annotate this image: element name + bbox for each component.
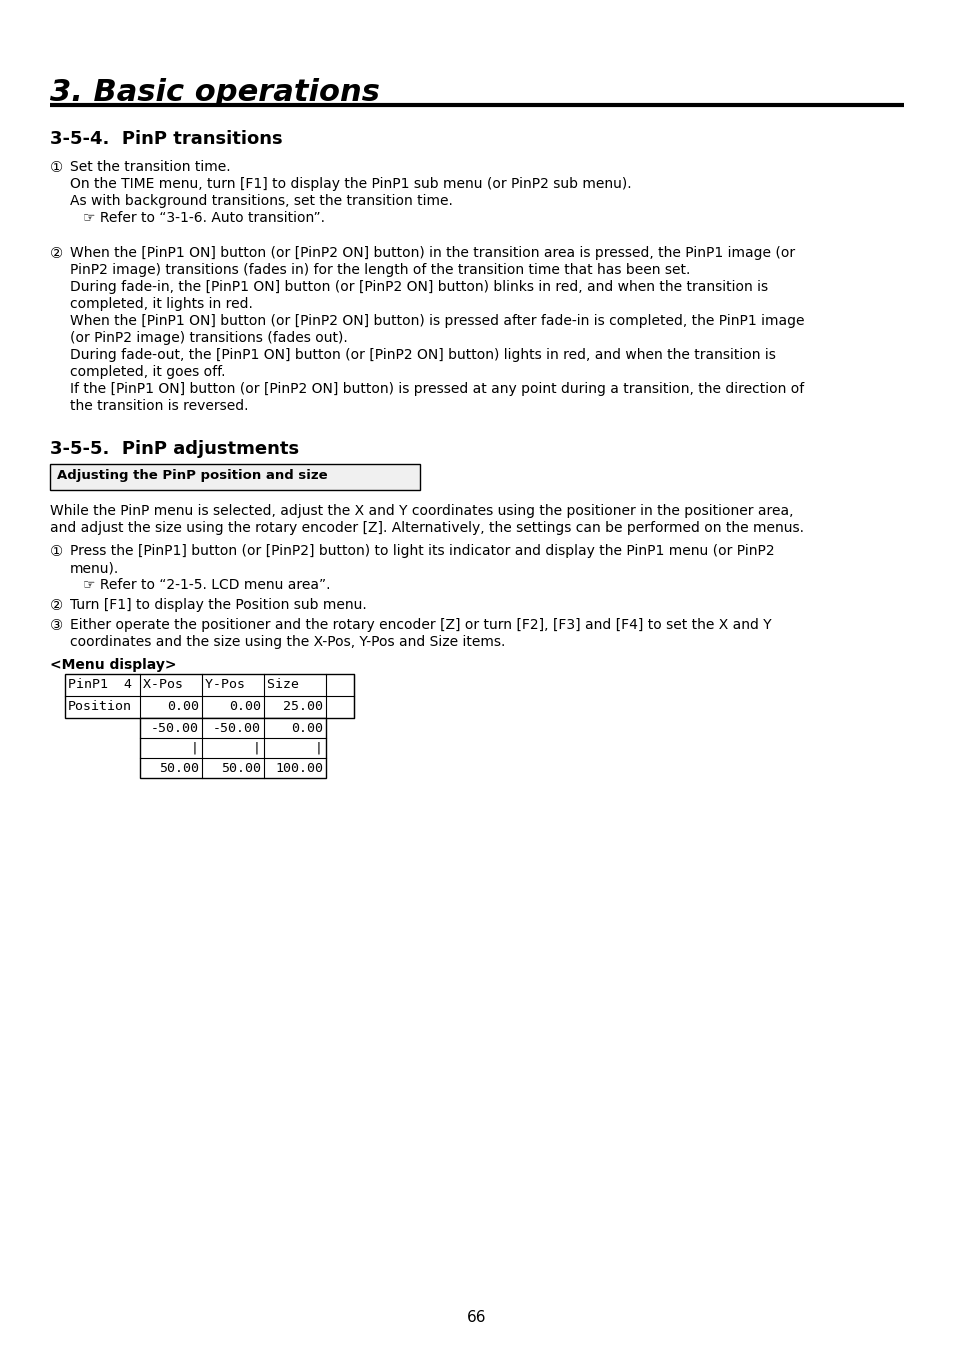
Text: Set the transition time.: Set the transition time. (70, 160, 231, 174)
Text: PinP2 image) transitions (fades in) for the length of the transition time that h: PinP2 image) transitions (fades in) for … (70, 263, 690, 276)
Text: Press the [PinP1] button (or [PinP2] button) to light its indicator and display : Press the [PinP1] button (or [PinP2] but… (70, 545, 774, 558)
Bar (140, 718, 326, 778)
Text: |: | (253, 741, 261, 755)
Text: X-Pos: X-Pos (143, 678, 207, 692)
Text: While the PinP menu is selected, adjust the X and Y coordinates using the positi: While the PinP menu is selected, adjust … (50, 504, 793, 518)
Text: ②: ② (50, 245, 63, 262)
Text: -50.00: -50.00 (213, 723, 261, 735)
Text: Y-Pos: Y-Pos (205, 678, 269, 692)
Text: ☞ Refer to “2-1-5. LCD menu area”.: ☞ Refer to “2-1-5. LCD menu area”. (83, 578, 330, 592)
Bar (50, 464, 419, 491)
Text: 3. Basic operations: 3. Basic operations (50, 78, 379, 106)
Text: <Menu display>: <Menu display> (50, 658, 176, 673)
Text: 66: 66 (467, 1310, 486, 1325)
Text: 50.00: 50.00 (221, 762, 261, 775)
Text: ②: ② (50, 599, 63, 613)
Text: PinP1  4: PinP1 4 (68, 678, 132, 692)
Text: Size: Size (267, 678, 331, 692)
Text: 0.00: 0.00 (229, 700, 261, 713)
Bar (65, 674, 354, 718)
Text: menu).: menu). (70, 561, 119, 576)
Text: On the TIME menu, turn [F1] to display the PinP1 sub menu (or PinP2 sub menu).: On the TIME menu, turn [F1] to display t… (70, 177, 631, 191)
Text: ①: ① (50, 545, 63, 559)
Text: ①: ① (50, 160, 63, 175)
Text: During fade-in, the [PinP1 ON] button (or [PinP2 ON] button) blinks in red, and : During fade-in, the [PinP1 ON] button (o… (70, 280, 767, 294)
Text: During fade-out, the [PinP1 ON] button (or [PinP2 ON] button) lights in red, and: During fade-out, the [PinP1 ON] button (… (70, 348, 775, 363)
Text: |: | (191, 741, 199, 755)
Text: 3-5-5.  PinP adjustments: 3-5-5. PinP adjustments (50, 439, 299, 458)
Text: Adjusting the PinP position and size: Adjusting the PinP position and size (57, 469, 327, 483)
Text: Position: Position (68, 700, 132, 713)
Text: When the [PinP1 ON] button (or [PinP2 ON] button) in the transition area is pres: When the [PinP1 ON] button (or [PinP2 ON… (70, 245, 794, 260)
Text: ☞ Refer to “3-1-6. Auto transition”.: ☞ Refer to “3-1-6. Auto transition”. (83, 212, 325, 225)
Text: When the [PinP1 ON] button (or [PinP2 ON] button) is pressed after fade-in is co: When the [PinP1 ON] button (or [PinP2 ON… (70, 314, 803, 328)
Text: 0.00: 0.00 (167, 700, 199, 713)
Text: and adjust the size using the rotary encoder [Z]. Alternatively, the settings ca: and adjust the size using the rotary enc… (50, 520, 803, 535)
Text: completed, it goes off.: completed, it goes off. (70, 365, 225, 379)
Text: 3-5-4.  PinP transitions: 3-5-4. PinP transitions (50, 129, 282, 148)
Text: 100.00: 100.00 (274, 762, 323, 775)
Text: Either operate the positioner and the rotary encoder [Z] or turn [F2], [F3] and : Either operate the positioner and the ro… (70, 617, 771, 632)
Text: |: | (314, 741, 323, 755)
Text: 25.00: 25.00 (283, 700, 323, 713)
Text: As with background transitions, set the transition time.: As with background transitions, set the … (70, 194, 453, 208)
Text: (or PinP2 image) transitions (fades out).: (or PinP2 image) transitions (fades out)… (70, 332, 348, 345)
Text: If the [PinP1 ON] button (or [PinP2 ON] button) is pressed at any point during a: If the [PinP1 ON] button (or [PinP2 ON] … (70, 381, 803, 396)
Text: 0.00: 0.00 (291, 723, 323, 735)
Text: Turn [F1] to display the Position sub menu.: Turn [F1] to display the Position sub me… (70, 599, 366, 612)
Text: the transition is reversed.: the transition is reversed. (70, 399, 248, 412)
Text: 50.00: 50.00 (159, 762, 199, 775)
Text: completed, it lights in red.: completed, it lights in red. (70, 297, 253, 311)
Text: coordinates and the size using the X-Pos, Y-Pos and Size items.: coordinates and the size using the X-Pos… (70, 635, 505, 648)
Text: -50.00: -50.00 (151, 723, 199, 735)
Text: ③: ③ (50, 617, 63, 634)
